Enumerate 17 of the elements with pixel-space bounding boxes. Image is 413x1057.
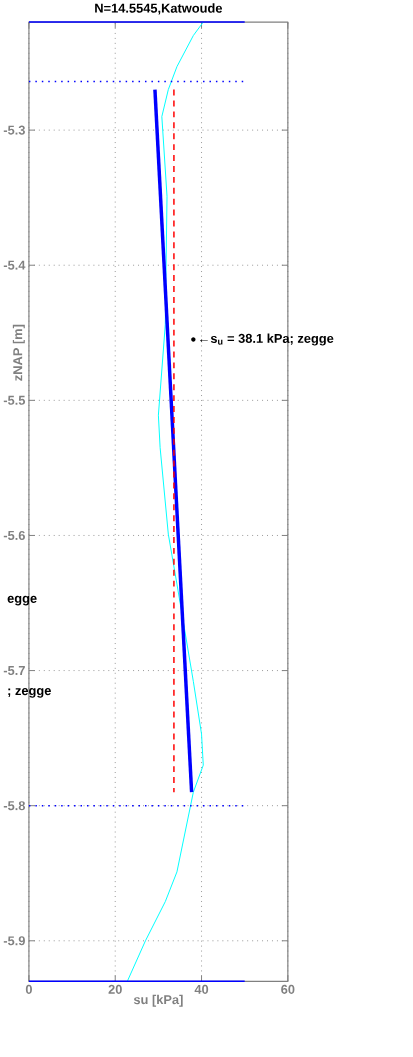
y-tick-label: -5.7: [3, 666, 26, 676]
y-tick-label: -5.9: [3, 936, 26, 946]
x-tick-label: 40: [194, 984, 209, 994]
x-tick-label: 0: [26, 984, 33, 994]
x-tick-label: 60: [281, 984, 295, 994]
annotation: ←s$_{u}$ = 38.1 kPa; zegge: [200, 333, 334, 346]
x-axis-title: su [kPa]: [134, 994, 183, 1007]
x-tick-label: 20: [108, 984, 123, 994]
annotation: ; zegge: [8, 688, 52, 698]
y-axis-title: zNAP [m]: [13, 324, 25, 381]
y-tick-label: -5.6: [3, 530, 26, 540]
chart-title: N=14.5545,Katwoude: [95, 3, 223, 15]
y-tick-label: -5.3: [3, 125, 26, 135]
y-tick-label: -5.4: [3, 260, 26, 270]
y-tick-label: -5.8: [3, 801, 26, 811]
y-tick-label: -5.5: [3, 395, 26, 405]
annotation: egge: [7, 595, 37, 606]
